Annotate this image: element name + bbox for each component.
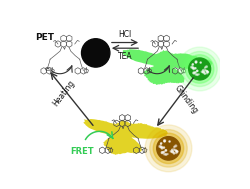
Circle shape	[150, 130, 187, 167]
Text: Heating: Heating	[51, 79, 76, 108]
Circle shape	[195, 74, 197, 75]
Circle shape	[195, 61, 197, 63]
Circle shape	[207, 71, 208, 73]
Circle shape	[205, 67, 206, 68]
Circle shape	[161, 147, 163, 149]
Circle shape	[176, 152, 177, 153]
Circle shape	[195, 68, 196, 69]
Circle shape	[192, 67, 194, 69]
Circle shape	[173, 148, 174, 149]
Circle shape	[163, 147, 164, 148]
Circle shape	[206, 72, 208, 74]
Text: HCl: HCl	[118, 30, 132, 39]
Circle shape	[178, 47, 222, 91]
Circle shape	[164, 140, 166, 142]
Text: PET: PET	[35, 33, 54, 42]
Circle shape	[193, 72, 195, 74]
Circle shape	[165, 154, 167, 155]
Circle shape	[192, 64, 193, 65]
Circle shape	[170, 151, 172, 152]
Circle shape	[197, 74, 198, 75]
Circle shape	[192, 64, 194, 65]
Circle shape	[186, 55, 214, 83]
Circle shape	[161, 143, 162, 144]
Circle shape	[159, 146, 161, 147]
Circle shape	[164, 151, 165, 152]
Circle shape	[153, 133, 184, 164]
Circle shape	[165, 150, 166, 151]
Circle shape	[82, 39, 110, 67]
Circle shape	[163, 152, 164, 153]
Circle shape	[195, 72, 196, 73]
Circle shape	[175, 145, 177, 147]
Polygon shape	[83, 119, 168, 155]
Circle shape	[160, 146, 162, 148]
Circle shape	[174, 149, 176, 150]
Circle shape	[164, 153, 165, 155]
Circle shape	[205, 70, 206, 71]
Circle shape	[206, 70, 208, 72]
Circle shape	[201, 71, 202, 72]
Circle shape	[182, 51, 217, 87]
Circle shape	[194, 72, 196, 73]
Circle shape	[169, 141, 170, 142]
Circle shape	[157, 137, 180, 160]
Text: e⁻: e⁻	[44, 66, 52, 72]
Circle shape	[206, 66, 207, 67]
Circle shape	[189, 58, 210, 80]
Circle shape	[191, 66, 192, 68]
Circle shape	[193, 68, 194, 70]
Circle shape	[164, 141, 165, 142]
Circle shape	[161, 152, 163, 154]
Circle shape	[196, 70, 198, 71]
Circle shape	[145, 125, 192, 172]
Circle shape	[204, 73, 206, 74]
Circle shape	[172, 151, 173, 153]
Circle shape	[200, 62, 201, 63]
Text: Grinding: Grinding	[173, 83, 200, 115]
Circle shape	[176, 151, 178, 152]
Circle shape	[173, 153, 175, 154]
Circle shape	[174, 146, 175, 147]
Circle shape	[204, 69, 205, 70]
Circle shape	[176, 150, 177, 151]
Text: TEA: TEA	[118, 52, 132, 61]
Circle shape	[198, 74, 199, 75]
Circle shape	[202, 71, 204, 73]
Text: FRET: FRET	[71, 147, 94, 156]
Polygon shape	[122, 49, 213, 85]
